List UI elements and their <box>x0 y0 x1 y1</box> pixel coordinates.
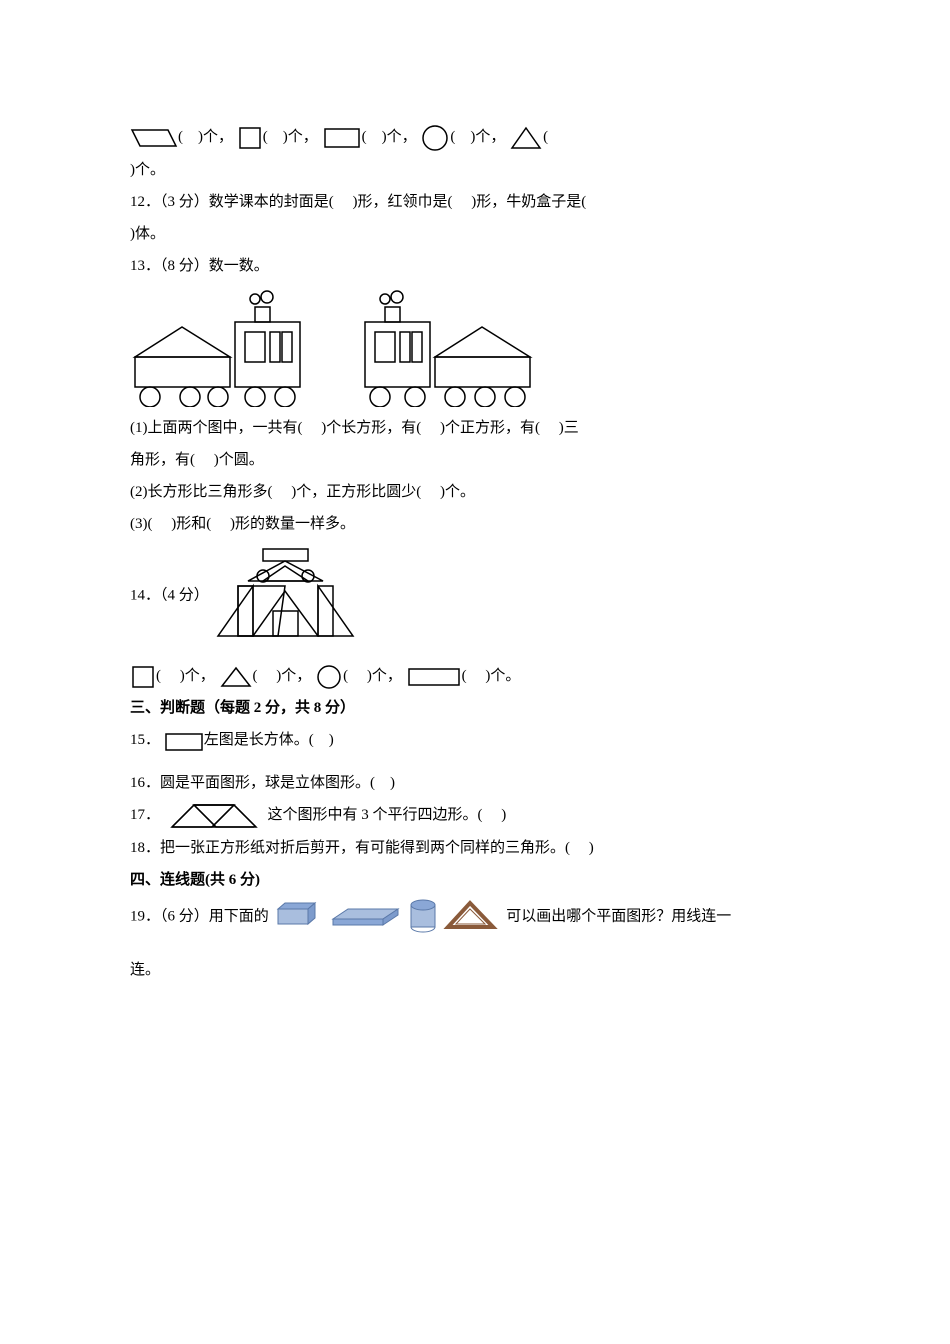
suffix: 个 <box>203 129 218 145</box>
q13-points: （8 分） <box>160 258 209 274</box>
suffix: 个 <box>475 129 490 145</box>
train-diagram-icon <box>130 287 550 407</box>
q13-label: 13． <box>130 258 160 274</box>
q12-t2: )形，红领巾是( <box>353 194 453 210</box>
q14-points: （4 分） <box>160 587 209 603</box>
q12-label: 12． <box>130 194 160 210</box>
paren: ( <box>263 129 268 145</box>
q13-p3: (3)( )形和( )形的数量一样多。 <box>130 509 820 539</box>
q13-title: 数一数。 <box>209 258 269 274</box>
triangle-icon <box>219 661 253 691</box>
rectangle-icon <box>164 726 204 756</box>
paren: ( <box>178 129 183 145</box>
q19b: 连。 <box>130 955 820 985</box>
shapes-count-line: ( )个， ( )个， ( )个， ( )个， ( <box>130 122 820 153</box>
q19: 19．（6 分）用下面的 <box>130 897 820 937</box>
circle-icon <box>315 661 343 691</box>
castle-diagram-icon <box>213 541 363 651</box>
circle-icon <box>420 122 450 153</box>
square-icon <box>130 661 156 691</box>
q13-header: 13．（8 分）数一数。 <box>130 251 820 281</box>
parallelogram-icon <box>130 123 178 153</box>
q13-p1b: 角形，有( )个圆。 <box>130 445 820 475</box>
tail: 个。 <box>135 162 165 178</box>
q18: 18．把一张正方形纸对折后剪开，有可能得到两个同样的三角形。( ) <box>130 833 820 863</box>
section4-title: 四、连线题(共 6 分) <box>130 865 820 895</box>
rectangle-icon <box>406 661 462 691</box>
q17: 17． 这个图形中有 3 个平行四边形。( ) <box>130 800 820 831</box>
q12-points: （3 分） <box>160 194 209 210</box>
q12-t4: )体。 <box>130 226 165 242</box>
sep: ， <box>218 129 233 145</box>
q13-p1a: (1)上面两个图中，一共有( )个长方形，有( )个正方形，有( )三 <box>130 413 820 443</box>
paren: ( <box>450 129 455 145</box>
q13-trains <box>130 287 820 407</box>
rectangle-icon <box>322 123 362 153</box>
suffix: 个 <box>288 129 303 145</box>
q13-p2: (2)长方形比三角形多( )个，正方形比圆少( )个。 <box>130 477 820 507</box>
sep: ， <box>490 129 505 145</box>
q15: 15． 左图是长方体。( ) <box>130 725 820 756</box>
q14-label: 14． <box>130 587 160 603</box>
parallelograms-icon <box>164 800 264 831</box>
q16: 16．圆是平面图形，球是立体图形。( ) <box>130 768 820 798</box>
q14-shapes: ( )个， ( )个， ( )个， ( )个。 <box>130 661 820 692</box>
q12-t3: )形，牛奶盒子是( <box>471 194 586 210</box>
q14-header: 14．（4 分） <box>130 541 820 651</box>
solids-row-icon <box>273 897 503 937</box>
sep: ， <box>303 129 318 145</box>
q12-line2: )体。 <box>130 219 820 249</box>
shapes-count-line2: )个。 <box>130 155 820 185</box>
section3-title: 三、判断题（每题 2 分，共 8 分） <box>130 693 820 723</box>
q12-line1: 12．（3 分）数学课本的封面是( )形，红领巾是( )形，牛奶盒子是( <box>130 187 820 217</box>
triangle-icon <box>509 123 543 153</box>
suffix: 个 <box>387 129 402 145</box>
paren: ( <box>543 129 548 145</box>
square-icon <box>237 123 263 153</box>
paren: ( <box>362 129 367 145</box>
sep: ， <box>402 129 417 145</box>
q12-t1: 数学课本的封面是( <box>209 194 334 210</box>
